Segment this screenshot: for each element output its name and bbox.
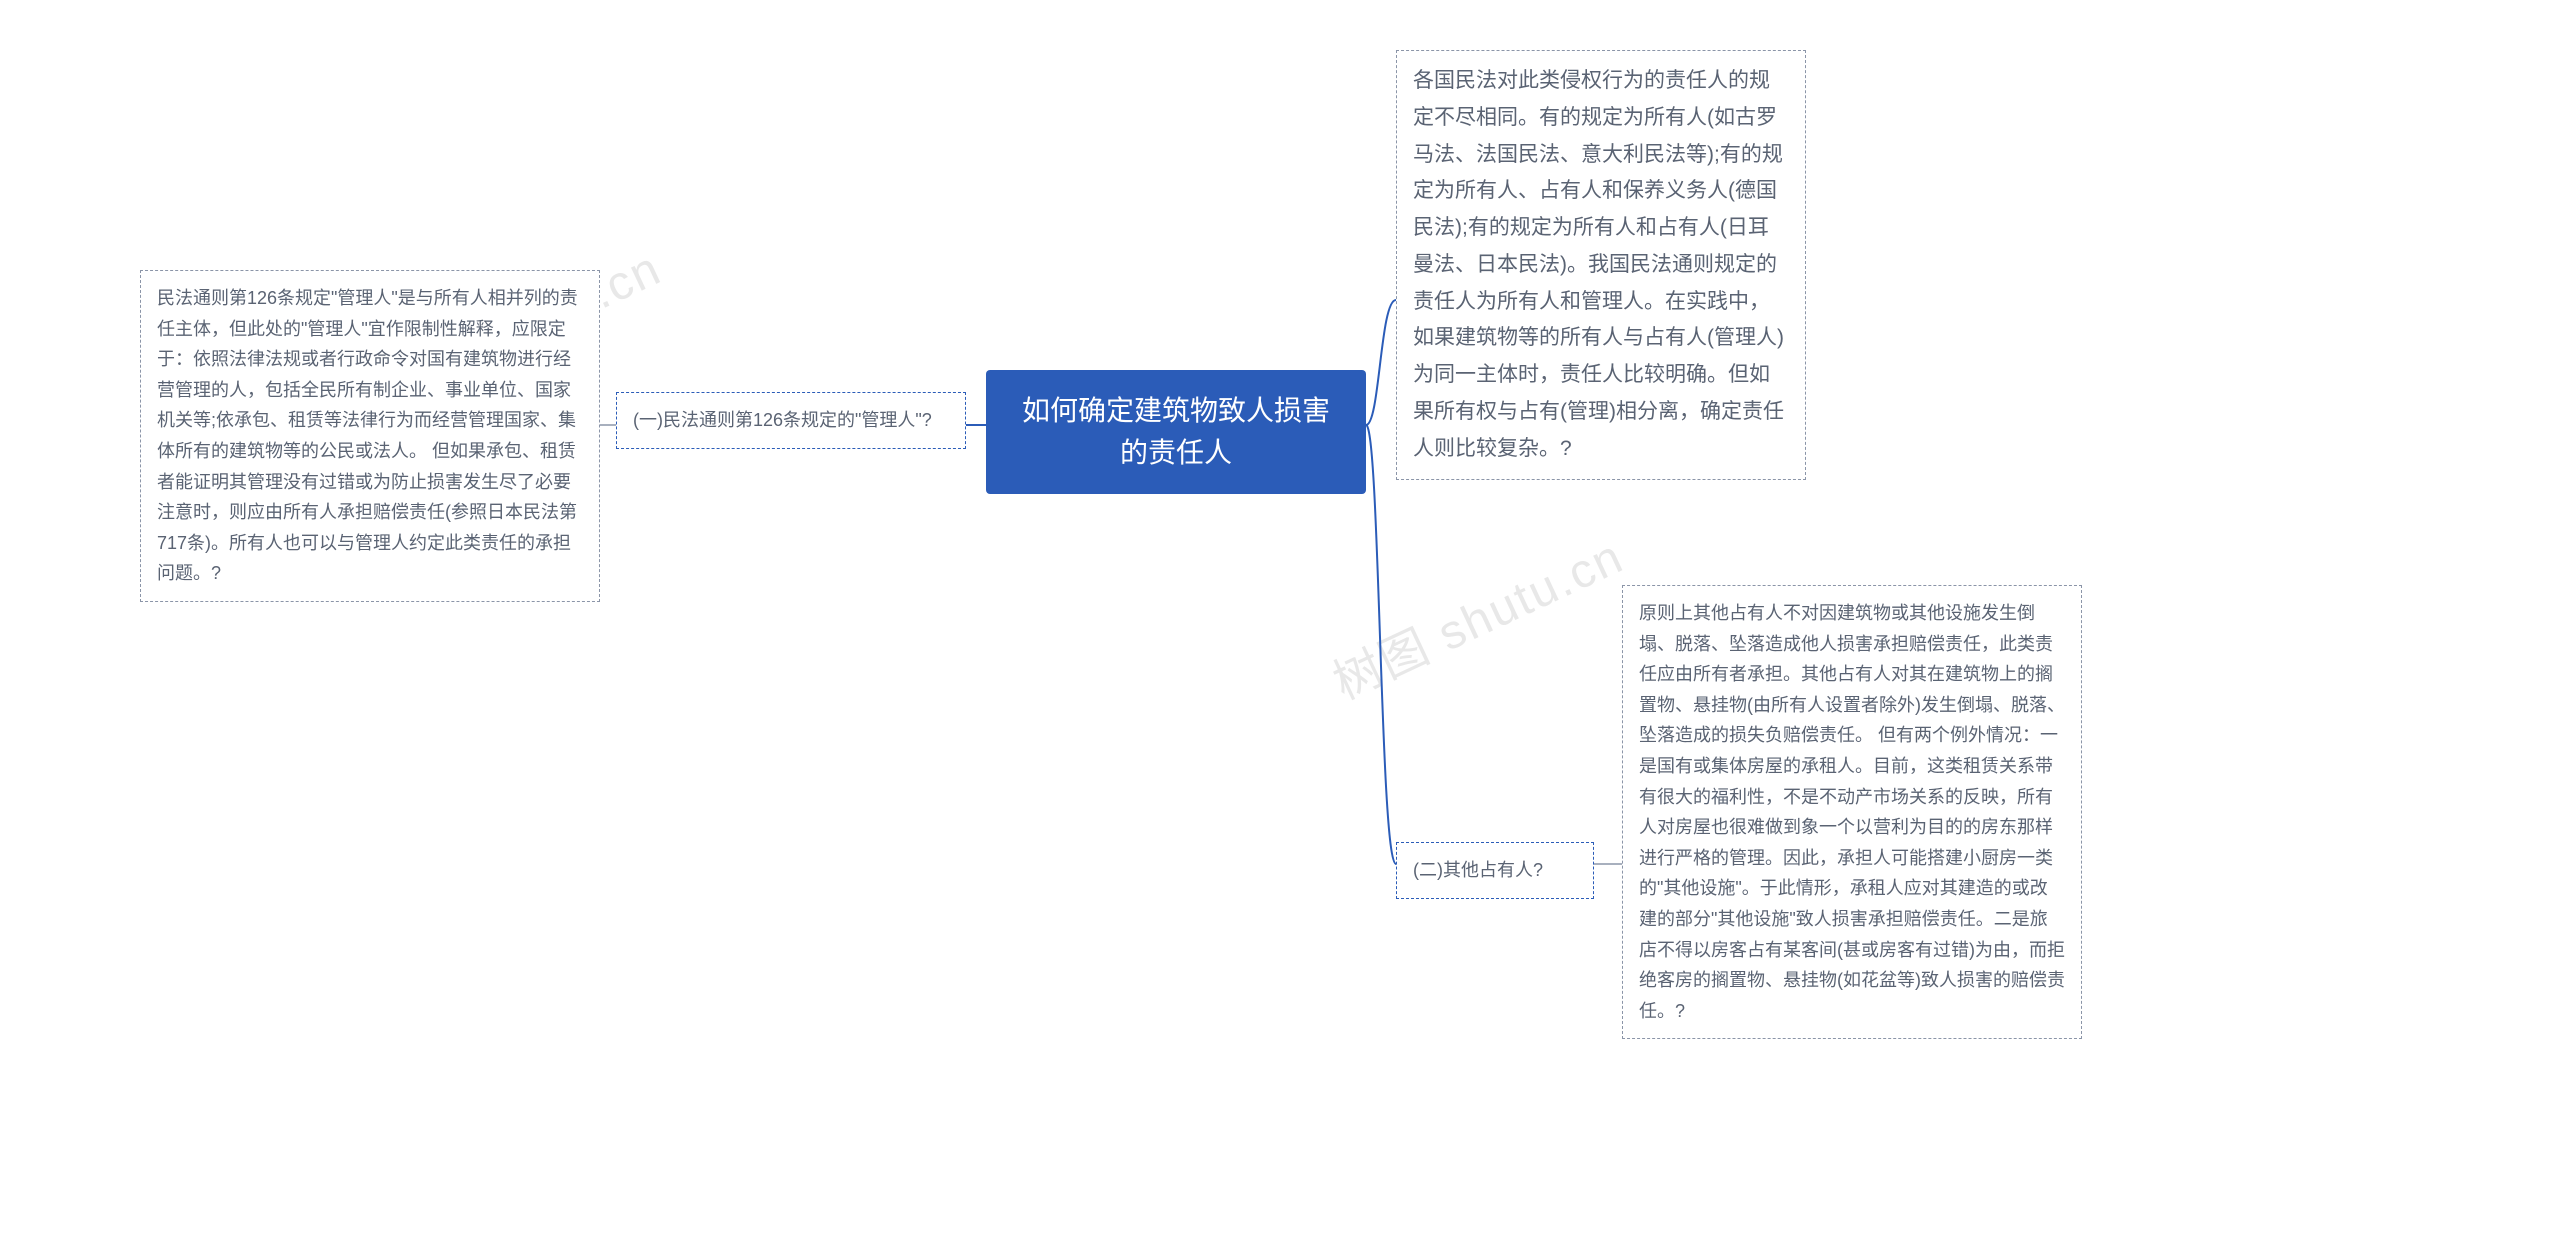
left-branch-label: (一)民法通则第126条规定的"管理人"? — [633, 410, 932, 430]
right-leaf-node: 原则上其他占有人不对因建筑物或其他设施发生倒塌、脱落、坠落造成他人损害承担赔偿责… — [1622, 585, 2082, 1039]
right-top-leaf-node: 各国民法对此类侵权行为的责任人的规定不尽相同。有的规定为所有人(如古罗马法、法国… — [1396, 50, 1806, 480]
center-line2: 的责任人 — [1012, 432, 1340, 474]
right-top-leaf-text: 各国民法对此类侵权行为的责任人的规定不尽相同。有的规定为所有人(如古罗马法、法国… — [1413, 69, 1784, 460]
connectors — [0, 0, 2560, 1243]
left-leaf-node: 民法通则第126条规定"管理人"是与所有人相并列的责任主体，但此处的"管理人"宜… — [140, 270, 600, 602]
left-leaf-text: 民法通则第126条规定"管理人"是与所有人相并列的责任主体，但此处的"管理人"宜… — [157, 288, 578, 583]
center-node: 如何确定建筑物致人损害 的责任人 — [986, 370, 1366, 494]
watermark-2: 树图 shutu.cn — [1320, 517, 1633, 713]
right-branch-node: (二)其他占有人? — [1396, 842, 1594, 899]
right-branch-label: (二)其他占有人? — [1413, 860, 1543, 880]
left-branch-node: (一)民法通则第126条规定的"管理人"? — [616, 392, 966, 449]
center-line1: 如何确定建筑物致人损害 — [1012, 390, 1340, 432]
right-leaf-text: 原则上其他占有人不对因建筑物或其他设施发生倒塌、脱落、坠落造成他人损害承担赔偿责… — [1639, 603, 2065, 1021]
